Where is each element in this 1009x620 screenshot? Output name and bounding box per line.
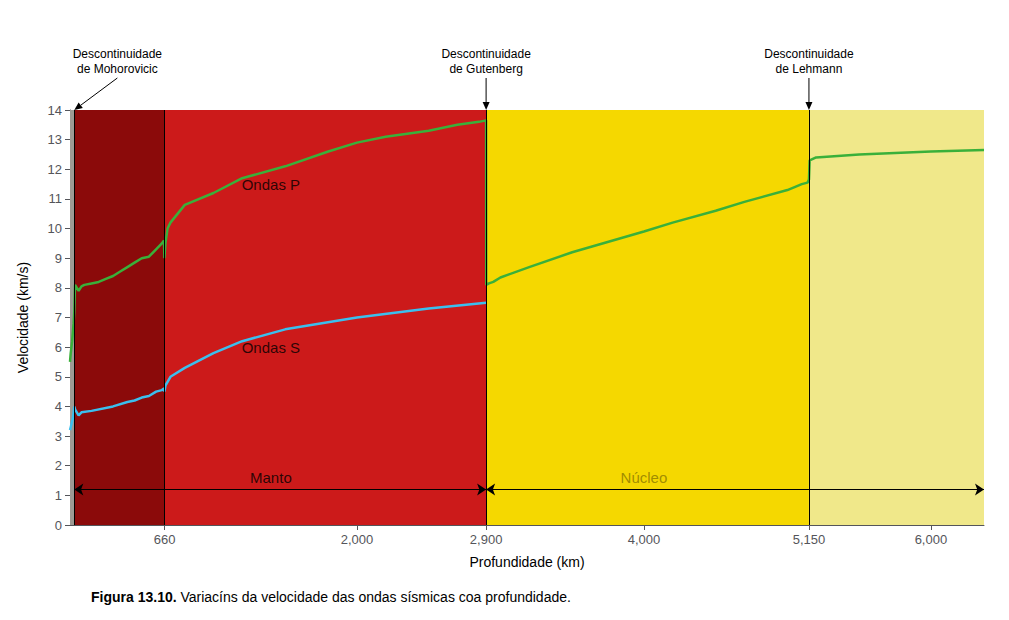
svg-text:Figura 13.10.: Figura 13.10. bbox=[91, 589, 177, 605]
svg-text:13: 13 bbox=[48, 132, 62, 147]
svg-text:2,000: 2,000 bbox=[341, 532, 374, 547]
svg-text:660: 660 bbox=[154, 532, 176, 547]
svg-text:de Gutenberg: de Gutenberg bbox=[449, 62, 522, 76]
svg-text:de Mohorovicic: de Mohorovicic bbox=[77, 62, 158, 76]
svg-text:6,000: 6,000 bbox=[915, 532, 948, 547]
svg-text:10: 10 bbox=[48, 221, 62, 236]
svg-text:Ondas S: Ondas S bbox=[242, 339, 300, 356]
svg-text:11: 11 bbox=[49, 191, 63, 206]
svg-text:4,000: 4,000 bbox=[628, 532, 661, 547]
svg-text:7: 7 bbox=[55, 310, 62, 325]
svg-text:2,900: 2,900 bbox=[470, 532, 503, 547]
svg-text:5,150: 5,150 bbox=[793, 532, 826, 547]
svg-text:8: 8 bbox=[55, 280, 62, 295]
svg-text:Manto: Manto bbox=[250, 469, 292, 486]
svg-text:1: 1 bbox=[55, 488, 62, 503]
svg-text:9: 9 bbox=[55, 251, 62, 266]
svg-text:Ondas P: Ondas P bbox=[242, 176, 300, 193]
svg-text:Descontinuidade: Descontinuidade bbox=[441, 47, 531, 61]
svg-text:Profundidade (km): Profundidade (km) bbox=[469, 554, 584, 570]
svg-text:12: 12 bbox=[48, 162, 62, 177]
svg-text:14: 14 bbox=[48, 103, 62, 118]
svg-text:Descontinuidade: Descontinuidade bbox=[73, 47, 163, 61]
svg-text:3: 3 bbox=[55, 429, 62, 444]
svg-text:Variacíns da velocidade das on: Variacíns da velocidade das ondas sísmic… bbox=[177, 589, 571, 605]
svg-text:Velocidade (km/s): Velocidade (km/s) bbox=[15, 262, 31, 373]
svg-text:Núcleo: Núcleo bbox=[621, 469, 668, 486]
svg-text:Descontinuidade: Descontinuidade bbox=[764, 47, 854, 61]
svg-text:6: 6 bbox=[55, 340, 62, 355]
svg-text:0: 0 bbox=[55, 518, 62, 533]
svg-text:5: 5 bbox=[55, 369, 62, 384]
svg-text:de Lehmann: de Lehmann bbox=[776, 62, 843, 76]
svg-text:2: 2 bbox=[55, 458, 62, 473]
svg-text:4: 4 bbox=[55, 399, 62, 414]
